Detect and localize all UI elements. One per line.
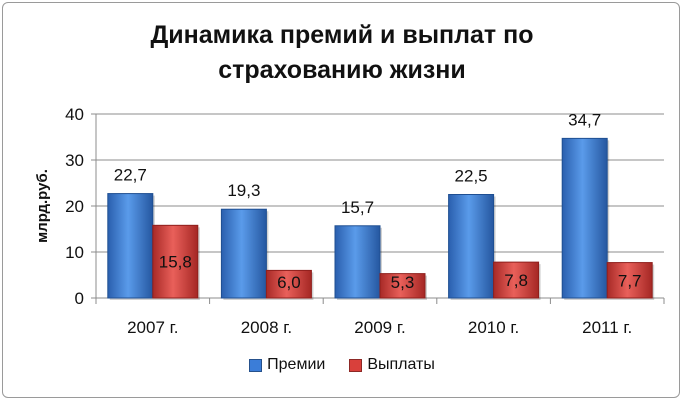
bar-premiums — [334, 225, 381, 299]
legend-label-payouts: Выплаты — [367, 356, 435, 373]
x-tick-label: 2007 г. — [127, 318, 178, 337]
legend-item-payouts: Выплаты — [349, 356, 435, 374]
bar-premiums — [107, 193, 154, 299]
bar-premiums — [220, 208, 267, 299]
data-label-payouts: 6,0 — [277, 273, 301, 292]
bar-payouts — [606, 262, 653, 299]
bar-premiums — [448, 194, 495, 299]
bar-payouts — [379, 273, 426, 299]
x-tick-label: 2009 г. — [354, 318, 405, 337]
legend: Премии Выплаты — [0, 356, 684, 374]
data-label-premiums: 19,3 — [227, 181, 260, 200]
y-tick-label: 0 — [75, 289, 84, 308]
legend-swatch-premiums — [249, 358, 263, 372]
bars — [107, 137, 655, 300]
data-label-premiums: 22,5 — [455, 167, 488, 186]
legend-swatch-payouts — [349, 358, 363, 372]
y-axis-label: млрд.руб. — [34, 169, 51, 243]
data-label-premiums: 34,7 — [568, 110, 601, 129]
legend-item-premiums: Премии — [249, 356, 325, 374]
chart-title: Динамика премий и выплат по страхованию … — [150, 21, 534, 84]
bar-premiums — [561, 137, 608, 299]
data-label-payouts: 15,8 — [159, 253, 192, 272]
data-label-payouts: 5,3 — [391, 273, 415, 292]
data-label-payouts: 7,8 — [504, 271, 528, 290]
bar-payouts — [493, 261, 540, 299]
data-label-premiums: 22,7 — [114, 166, 147, 185]
bar-payouts — [265, 269, 312, 299]
bar-payouts — [152, 224, 199, 299]
data-label-payouts: 7,7 — [618, 271, 642, 290]
data-labels: 22,7 15,8 19,3 6,0 15,7 5,3 22,5 7,8 34,7 7,7 — [114, 110, 642, 292]
x-tick-label: 2011 г. — [582, 318, 632, 337]
y-tick-label: 30 — [65, 151, 84, 170]
legend-label-premiums: Премии — [267, 356, 326, 373]
y-tick-label: 40 — [65, 105, 84, 124]
x-tick-label: 2010 г. — [468, 318, 519, 337]
x-tick-label: 2008 г. — [241, 318, 292, 337]
y-tick-label: 20 — [65, 197, 84, 216]
y-tick-label: 10 — [65, 243, 84, 262]
data-label-premiums: 15,7 — [341, 198, 374, 217]
